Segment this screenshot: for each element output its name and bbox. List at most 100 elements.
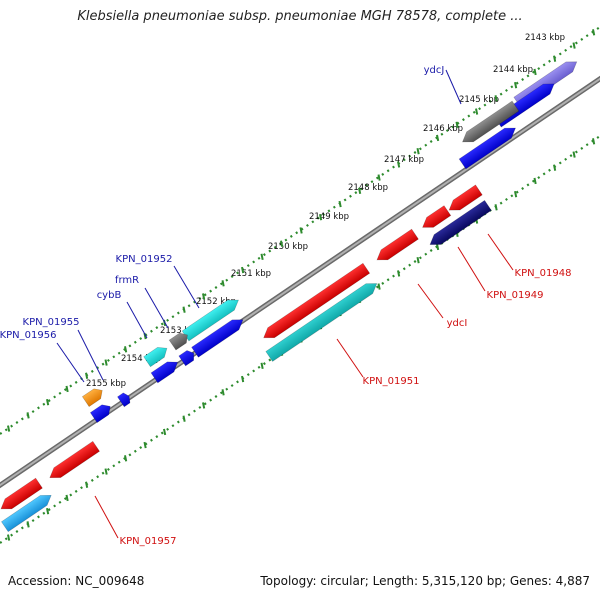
tick-mark <box>260 362 264 370</box>
gene-blue-2152 <box>178 350 195 367</box>
gene-small-2154 <box>117 392 131 408</box>
gene-teal-2150 <box>265 283 378 362</box>
tick-mark <box>46 507 50 515</box>
leader-line <box>336 338 364 378</box>
label-leaders <box>56 69 514 539</box>
tick-mark <box>46 398 50 406</box>
tick-mark <box>436 243 440 251</box>
gene-kpn-01952 <box>181 299 239 342</box>
tick-mark <box>221 280 225 287</box>
tick-label: 2148 kbp <box>348 183 388 193</box>
tick-mark <box>377 174 381 181</box>
tick-mark <box>65 385 69 393</box>
tick-mark <box>7 425 11 432</box>
gene-labels: ydcJ KPN_01952 frmR cybB KPN_01955 KPN_01956 K… <box>0 65 571 547</box>
tick-mark <box>397 161 401 168</box>
tick-mark <box>319 214 323 221</box>
tick-label: 2150 kbp <box>268 242 308 252</box>
gene-kpn-01949 <box>429 199 492 245</box>
tick-mark <box>202 293 206 300</box>
leader-line <box>173 265 200 309</box>
tick-mark <box>592 138 596 145</box>
tick-mark <box>397 270 401 277</box>
gene-label-ydcj: ydcJ <box>424 65 445 76</box>
gene-kpn-01957 <box>1 494 52 533</box>
tick-mark <box>572 151 576 158</box>
leader-line <box>457 246 486 292</box>
tick-mark <box>338 200 342 208</box>
tick-mark <box>26 412 30 419</box>
tick-label: 2149 kbp <box>309 212 349 222</box>
tick-mark <box>124 455 128 462</box>
genome-summary-text: Topology: circular; Length: 5,315,120 bp… <box>260 574 590 588</box>
tick-mark <box>241 375 245 383</box>
gene-gray-2145 <box>462 100 520 143</box>
gene-label-kpn_01957: KPN_01957 <box>120 536 177 547</box>
kbp-ticks: 2143 kbp 2144 kbp 2145 kbp 2146 kbp 2147 kbp… <box>7 29 596 541</box>
leader-line <box>56 342 85 383</box>
tick-mark <box>455 121 459 128</box>
leader-line <box>417 283 444 319</box>
tick-mark <box>182 415 186 422</box>
gene-kpn-01956 <box>89 404 111 423</box>
tick-mark <box>358 187 362 195</box>
leader-line <box>487 233 514 271</box>
tick-label: 2153 kbp <box>160 326 200 336</box>
tick-label: 2152 kbp <box>196 297 236 307</box>
tick-mark <box>416 256 420 264</box>
outer-dotted-line <box>0 26 600 435</box>
accession-text: Accession: NC_009648 <box>8 574 145 588</box>
gene-label-kpn_01951: KPN_01951 <box>363 376 420 387</box>
tick-mark <box>592 29 596 36</box>
leader-line <box>94 495 119 539</box>
tick-mark <box>436 134 440 142</box>
leader-line <box>445 69 462 105</box>
leader-line <box>126 301 148 339</box>
tick-mark <box>494 95 498 102</box>
tick-mark <box>221 389 225 396</box>
tick-mark <box>514 190 518 198</box>
tick-mark <box>416 147 420 155</box>
tick-mark <box>533 68 537 76</box>
tick-mark <box>299 227 303 234</box>
gene-label-kpn_01955: KPN_01955 <box>23 317 80 328</box>
tick-label: 2154 kbp <box>121 354 161 364</box>
tick-mark <box>553 164 557 171</box>
tick-mark <box>572 42 576 49</box>
tick-mark <box>143 441 147 449</box>
genome-backbone <box>0 75 600 489</box>
gene-label-frmr: frmR <box>115 275 139 286</box>
tick-mark <box>104 468 108 475</box>
tick-mark <box>26 521 30 528</box>
gene-label-kpn_01952: KPN_01952 <box>116 254 173 265</box>
gene-label-ydci: ydcI <box>447 318 468 329</box>
gene-frmr <box>168 332 188 351</box>
genes <box>0 61 578 533</box>
leader-line <box>77 329 104 381</box>
gene-ydci <box>376 228 419 261</box>
gene-cybb <box>143 347 168 368</box>
tick-mark <box>533 177 537 185</box>
gene-red-2155 <box>49 440 100 479</box>
tick-label: 2144 kbp <box>493 65 533 75</box>
tick-label: 2143 kbp <box>525 33 565 43</box>
tick-mark <box>377 283 381 290</box>
tick-mark <box>182 306 186 313</box>
tick-mark <box>494 204 498 211</box>
tick-label: 2155 kbp <box>86 379 126 389</box>
gene-blue-2153 <box>150 361 179 384</box>
tick-mark <box>85 372 89 379</box>
map-title: Klebsiella pneumoniae subsp. pneumoniae … <box>77 9 523 24</box>
tick-mark <box>65 494 69 502</box>
gene-kpn-01951 <box>263 262 371 339</box>
tick-mark <box>260 253 264 261</box>
gene-red-2147b <box>422 205 452 228</box>
gene-label-kpn_01948: KPN_01948 <box>515 268 572 279</box>
gene-label-cybb: cybB <box>97 290 122 301</box>
gene-label-kpn_01949: KPN_01949 <box>487 290 544 301</box>
gene-red-2156 <box>0 477 43 510</box>
tick-label: 2147 kbp <box>384 155 424 165</box>
tick-mark <box>553 55 557 62</box>
